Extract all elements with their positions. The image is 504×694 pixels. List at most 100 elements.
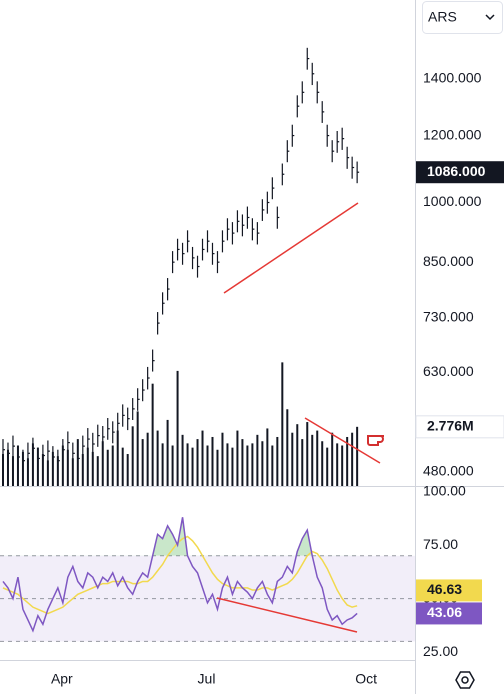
volume-bar bbox=[101, 441, 104, 486]
rsi-label: 43.06 bbox=[427, 604, 462, 620]
volume-bar bbox=[201, 430, 204, 486]
volume-bar bbox=[131, 426, 134, 486]
volume-bar bbox=[156, 430, 159, 486]
volume-bar bbox=[291, 432, 294, 486]
rsi-label-box bbox=[416, 579, 482, 602]
volume-bar bbox=[206, 445, 209, 486]
volume-label-box bbox=[415, 415, 504, 439]
y-tick-label: 1400.000 bbox=[423, 70, 482, 86]
y-tick-label: 730.000 bbox=[423, 309, 474, 325]
volume-bar bbox=[51, 451, 54, 486]
volume-bar bbox=[71, 458, 74, 486]
volume-bar bbox=[331, 432, 334, 486]
volume-bar bbox=[216, 449, 219, 486]
x-tick-label: Jul bbox=[198, 671, 216, 687]
volume-bar bbox=[91, 451, 94, 486]
rsi-label-box bbox=[416, 602, 482, 625]
volume-bar bbox=[151, 383, 154, 486]
volume-bar bbox=[271, 445, 274, 486]
volume-bar bbox=[241, 439, 244, 486]
currency-selector[interactable]: ARS bbox=[422, 1, 503, 34]
volume-bar bbox=[336, 443, 339, 486]
volume-bar bbox=[121, 447, 124, 486]
volume-bar bbox=[256, 434, 259, 486]
y-tick-label: 25.00 bbox=[423, 643, 458, 659]
y-tick-label: 480.000 bbox=[423, 463, 474, 479]
trend-line bbox=[223, 202, 359, 294]
volume-bar bbox=[236, 430, 239, 486]
y-tick-label: 630.000 bbox=[423, 363, 474, 379]
volume-bar bbox=[146, 432, 149, 486]
price-label-box bbox=[416, 161, 504, 184]
volume-bar bbox=[231, 447, 234, 486]
volume-bar bbox=[276, 436, 279, 486]
x-tick-label: Oct bbox=[355, 671, 377, 687]
hand-icon bbox=[367, 435, 384, 446]
volume-bar bbox=[281, 362, 284, 486]
y-tick-label: 1200.000 bbox=[423, 126, 482, 142]
volume-bar bbox=[171, 445, 174, 486]
volume-bar bbox=[326, 447, 329, 486]
rsi-line bbox=[2, 517, 358, 633]
volume-bar bbox=[341, 445, 344, 486]
settings-button[interactable] bbox=[455, 671, 475, 689]
currency-box[interactable] bbox=[422, 1, 503, 34]
volume-bar bbox=[6, 449, 9, 486]
chevron[interactable] bbox=[485, 14, 495, 21]
plot bbox=[1, 47, 360, 633]
rsi-band bbox=[0, 555, 415, 642]
rsi-line bbox=[2, 535, 358, 615]
trend-line bbox=[216, 597, 358, 633]
rsi-label: 46.63 bbox=[427, 581, 462, 597]
y-tick-label: 850.000 bbox=[423, 253, 474, 269]
volume-bar bbox=[96, 456, 99, 486]
volume-bar bbox=[176, 370, 179, 486]
volume-bar bbox=[31, 443, 34, 486]
volume-bar bbox=[306, 422, 309, 486]
volume-bar bbox=[286, 409, 289, 486]
x-tick-label: Apr bbox=[51, 671, 73, 687]
volume-bar bbox=[86, 447, 89, 486]
volume-bar bbox=[26, 458, 29, 486]
volume-bar bbox=[181, 434, 184, 486]
volume-label: 2.776M bbox=[427, 418, 474, 434]
volume-bar bbox=[136, 411, 139, 486]
settings-icon-center[interactable] bbox=[461, 676, 469, 684]
volume-bar bbox=[266, 428, 269, 486]
volume-bar bbox=[161, 443, 164, 486]
volume-bar bbox=[261, 441, 264, 486]
volume-bar bbox=[111, 445, 114, 486]
y-tick-label: 1000.000 bbox=[423, 193, 482, 209]
volume-bar bbox=[126, 454, 129, 486]
volume-bar bbox=[106, 449, 109, 486]
volume-bar bbox=[356, 426, 359, 486]
volume-bar bbox=[296, 424, 299, 486]
overbought-fill bbox=[2, 517, 358, 556]
volume-bar bbox=[316, 430, 319, 486]
volume-bar bbox=[321, 441, 324, 486]
y-tick-label: 75.00 bbox=[423, 536, 458, 552]
volume-bar bbox=[346, 436, 349, 486]
currency-label[interactable]: ARS bbox=[428, 9, 457, 25]
volume-bar bbox=[251, 443, 254, 486]
volume-bar bbox=[221, 432, 224, 486]
volume-bar bbox=[46, 460, 49, 486]
volume-bar bbox=[116, 430, 119, 486]
volume-bar bbox=[61, 445, 64, 486]
volume-bar bbox=[301, 439, 304, 486]
price-label: 1086.000 bbox=[427, 163, 486, 179]
trend-line bbox=[304, 417, 381, 464]
settings-icon[interactable] bbox=[455, 671, 475, 689]
volume-bar bbox=[141, 439, 144, 486]
volume-bar bbox=[41, 454, 44, 486]
volume-bar bbox=[166, 419, 169, 486]
volume-bar bbox=[186, 443, 189, 486]
volume-bar bbox=[196, 439, 199, 486]
volume-bar bbox=[1, 454, 4, 486]
volume-bar bbox=[191, 447, 194, 486]
volume-bar bbox=[311, 434, 314, 486]
volume-bar bbox=[66, 449, 69, 486]
